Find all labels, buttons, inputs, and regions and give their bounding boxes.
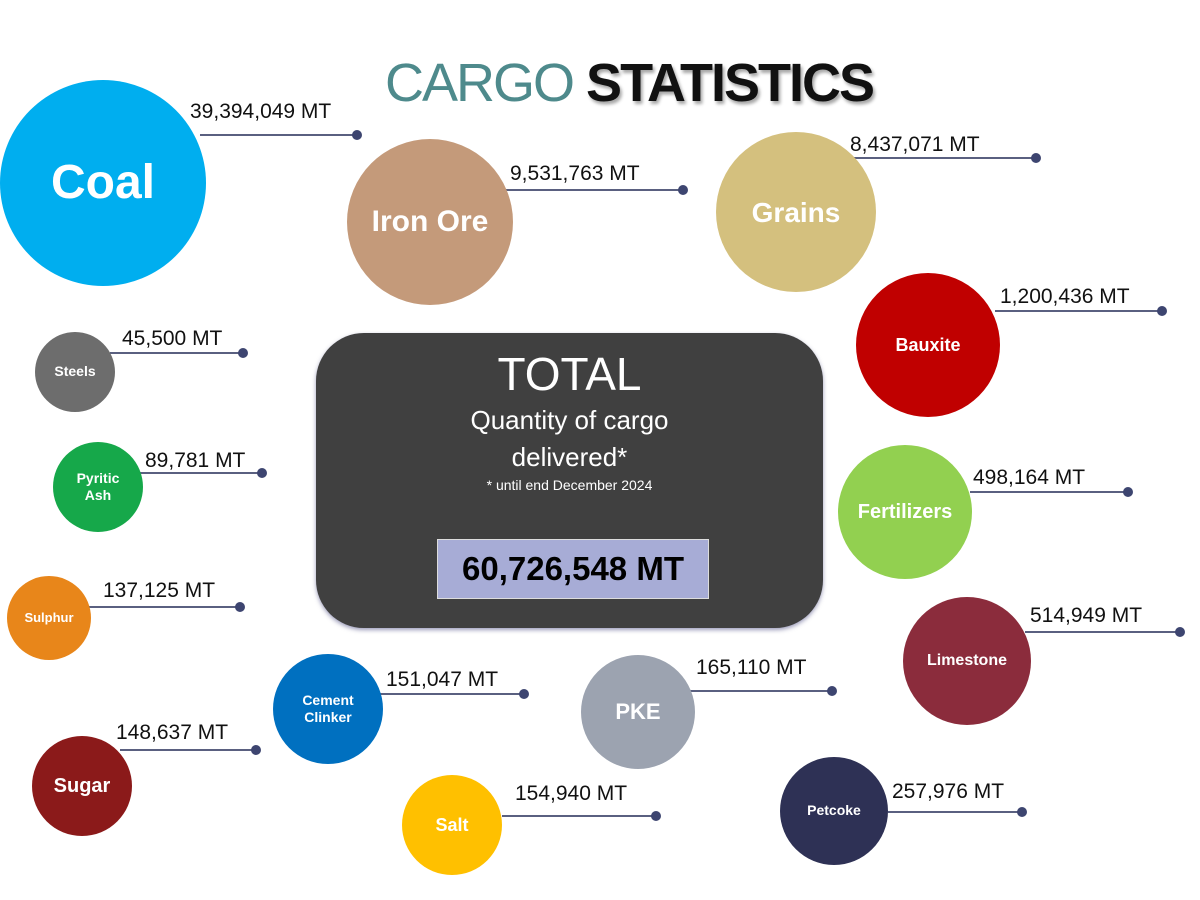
- grains-connector-line: [850, 157, 1036, 159]
- title-part-cargo: CARGO: [385, 53, 575, 113]
- salt-bubble: Salt: [402, 775, 502, 875]
- cement-clinker-label: Cement Clinker: [302, 691, 354, 726]
- sugar-bubble: Sugar: [32, 736, 132, 836]
- fertilizers-bubble: Fertilizers: [838, 445, 972, 579]
- petcoke-connector-line: [888, 811, 1022, 813]
- total-subheading-2: delivered*: [511, 442, 628, 473]
- iron-ore-label: Iron Ore: [371, 205, 489, 239]
- steels-connector-dot: [238, 348, 248, 358]
- coal-value: 39,394,049 MT: [190, 100, 332, 123]
- pyritic-ash-connector-line: [140, 472, 262, 474]
- petcoke-label: Petcoke: [807, 802, 861, 819]
- coal-bubble: Coal: [0, 80, 206, 286]
- salt-label: Salt: [435, 814, 469, 835]
- steels-value: 45,500 MT: [122, 327, 223, 350]
- steels-connector-line: [110, 352, 243, 354]
- total-footnote: * until end December 2024: [486, 477, 653, 494]
- fertilizers-connector-dot: [1123, 487, 1133, 497]
- sugar-connector-line: [120, 749, 256, 751]
- pke-connector-line: [690, 690, 832, 692]
- petcoke-connector-dot: [1017, 807, 1027, 817]
- limestone-value: 514,949 MT: [1030, 604, 1143, 627]
- coal-connector-dot: [352, 130, 362, 140]
- steels-bubble: Steels: [35, 332, 115, 412]
- iron-ore-bubble: Iron Ore: [347, 139, 513, 305]
- iron-ore-value: 9,531,763 MT: [510, 162, 640, 185]
- limestone-connector-line: [1025, 631, 1180, 633]
- iron-ore-connector-line: [505, 189, 683, 191]
- total-subheading-1: Quantity of cargo: [470, 405, 669, 435]
- bauxite-connector-dot: [1157, 306, 1167, 316]
- title-part-statistics: STATISTICS: [586, 53, 875, 113]
- bauxite-connector-line: [995, 310, 1162, 312]
- sulphur-bubble: Sulphur: [7, 576, 91, 660]
- fertilizers-connector-line: [970, 491, 1128, 493]
- bauxite-value: 1,200,436 MT: [1000, 285, 1130, 308]
- pke-value: 165,110 MT: [696, 656, 807, 679]
- pke-label: PKE: [615, 699, 661, 725]
- pyritic-ash-value: 89,781 MT: [145, 449, 246, 472]
- total-value: 60,726,548 MT: [437, 539, 709, 599]
- grains-label: Grains: [751, 196, 841, 228]
- coal-label: Coal: [50, 156, 155, 209]
- salt-connector-dot: [651, 811, 661, 821]
- sulphur-label: Sulphur: [24, 609, 74, 625]
- cement-clinker-connector-dot: [519, 689, 529, 699]
- grains-value: 8,437,071 MT: [850, 133, 980, 156]
- total-heading: TOTAL: [497, 348, 642, 400]
- pke-connector-dot: [827, 686, 837, 696]
- bauxite-bubble: Bauxite: [856, 273, 1000, 417]
- bauxite-label: Bauxite: [895, 334, 961, 355]
- sugar-label: Sugar: [53, 774, 111, 797]
- cement-clinker-value: 151,047 MT: [386, 668, 499, 691]
- grains-connector-dot: [1031, 153, 1041, 163]
- fertilizers-label: Fertilizers: [857, 500, 953, 523]
- pyritic-ash-label: Pyritic Ash: [76, 469, 120, 504]
- sugar-connector-dot: [251, 745, 261, 755]
- pyritic-ash-bubble: Pyritic Ash: [53, 442, 143, 532]
- petcoke-bubble: Petcoke: [780, 757, 888, 865]
- sulphur-value: 137,125 MT: [103, 579, 216, 602]
- iron-ore-connector-dot: [678, 185, 688, 195]
- grains-bubble: Grains: [716, 132, 876, 292]
- coal-connector-line: [200, 134, 357, 136]
- cement-clinker-connector-line: [378, 693, 524, 695]
- cement-clinker-bubble: Cement Clinker: [273, 654, 383, 764]
- limestone-label: Limestone: [926, 652, 1007, 669]
- pyritic-ash-connector-dot: [257, 468, 267, 478]
- sulphur-connector-dot: [235, 602, 245, 612]
- petcoke-value: 257,976 MT: [892, 780, 1005, 803]
- limestone-bubble: Limestone: [903, 597, 1031, 725]
- sugar-value: 148,637 MT: [116, 721, 229, 744]
- pke-bubble: PKE: [581, 655, 695, 769]
- salt-value: 154,940 MT: [515, 782, 628, 805]
- limestone-connector-dot: [1175, 627, 1185, 637]
- fertilizers-value: 498,164 MT: [973, 466, 1086, 489]
- salt-connector-line: [502, 815, 656, 817]
- page-title: CARGO STATISTICS: [385, 52, 875, 114]
- steels-label: Steels: [54, 363, 96, 380]
- total-panel: TOTAL Quantity of cargo delivered* * unt…: [316, 333, 823, 628]
- sulphur-connector-line: [88, 606, 240, 608]
